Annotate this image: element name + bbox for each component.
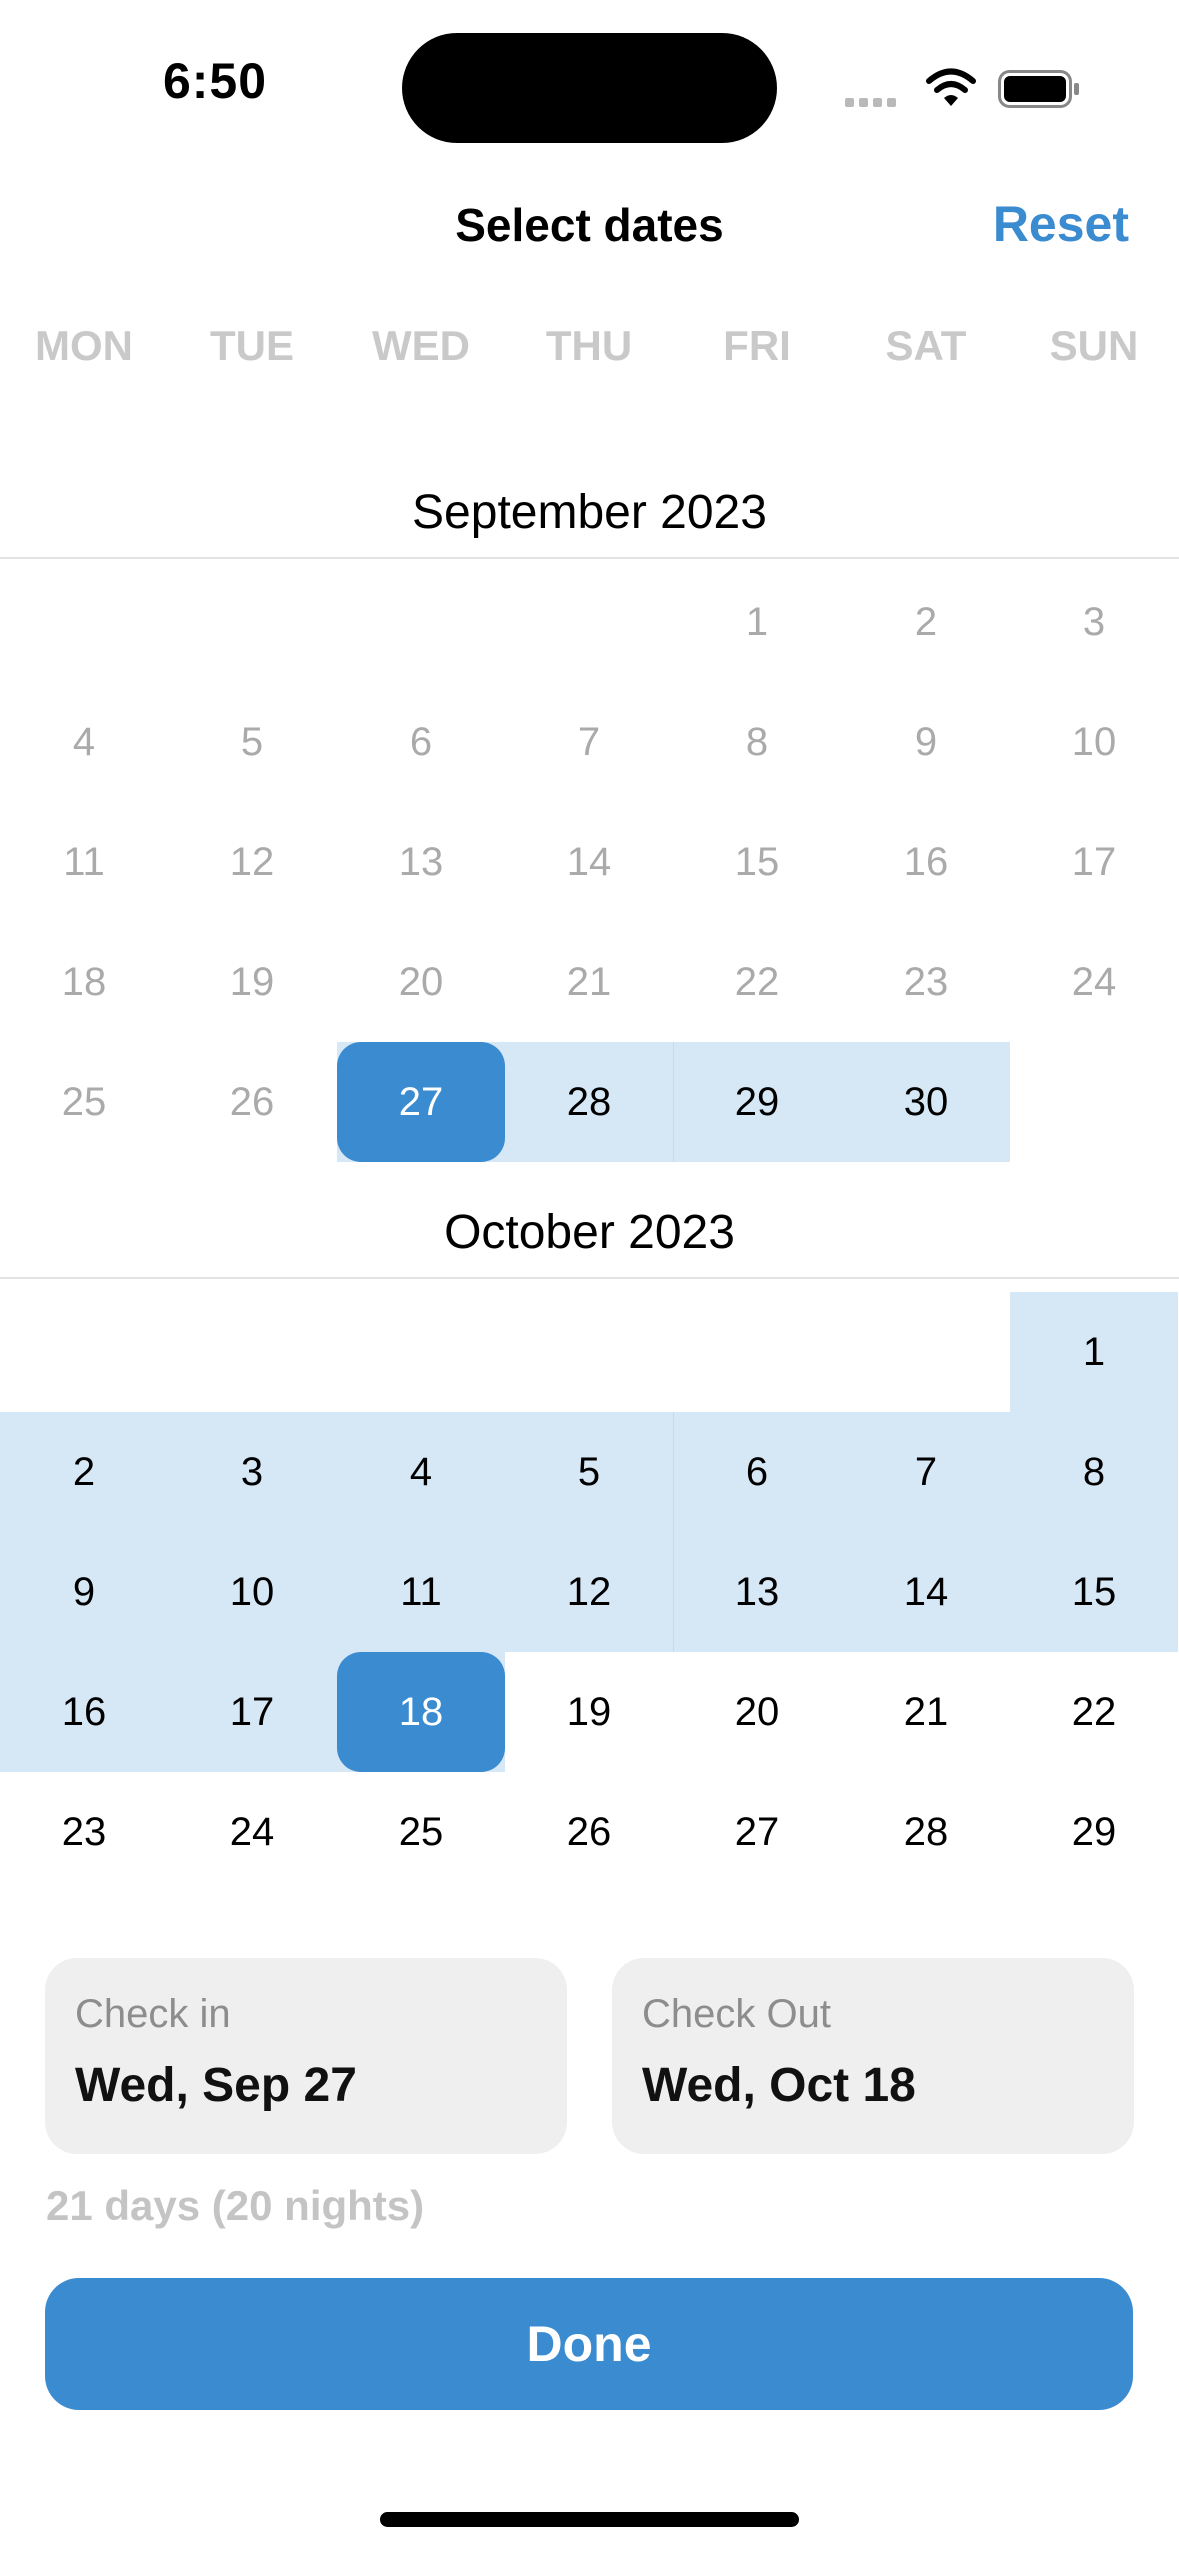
- weekday-sat: SAT: [885, 322, 967, 369]
- selected-day-highlight: [337, 1652, 505, 1772]
- done-button[interactable]: Done: [45, 2278, 1133, 2410]
- calendar-day[interactable]: 27: [734, 1809, 780, 1854]
- page-title: Select dates: [455, 199, 724, 251]
- calendar-day[interactable]: 22: [1071, 1689, 1117, 1734]
- calendar-day[interactable]: 14: [566, 839, 612, 884]
- calendar-day[interactable]: 25: [398, 1809, 444, 1854]
- calendar-day[interactable]: 22: [734, 959, 780, 1004]
- calendar-day[interactable]: 20: [734, 1689, 780, 1734]
- calendar-day[interactable]: 25: [61, 1079, 107, 1124]
- calendar-day[interactable]: 4: [72, 719, 96, 764]
- calendar-day[interactable]: 7: [577, 719, 601, 764]
- battery-icon: [998, 70, 1079, 108]
- cellular-signal-icon: [845, 94, 905, 107]
- calendar-day[interactable]: 17: [1071, 839, 1117, 884]
- weekday-mon: MON: [35, 322, 133, 369]
- calendar-day[interactable]: 28: [566, 1079, 612, 1124]
- selected-range-band: [0, 1532, 1178, 1652]
- calendar-day[interactable]: 21: [903, 1689, 949, 1734]
- calendar-day[interactable]: 10: [1071, 719, 1117, 764]
- stay-summary: 21 days (20 nights): [46, 2182, 425, 2229]
- calendar-day[interactable]: 7: [914, 1449, 938, 1494]
- calendar-day[interactable]: 18: [398, 1689, 444, 1734]
- home-indicator: [380, 2512, 799, 2527]
- calendar-day[interactable]: 23: [61, 1809, 107, 1854]
- calendar-day[interactable]: 4: [409, 1449, 433, 1494]
- calendar-day[interactable]: 30: [903, 1079, 949, 1124]
- calendar-day[interactable]: 15: [734, 839, 780, 884]
- calendar-day[interactable]: 29: [1071, 1809, 1117, 1854]
- calendar-day[interactable]: 3: [1082, 599, 1106, 644]
- range-separator: [673, 1042, 674, 1162]
- range-separator: [673, 1412, 674, 1532]
- calendar-day[interactable]: 11: [63, 839, 105, 884]
- calendar-day[interactable]: 16: [903, 839, 949, 884]
- calendar-day[interactable]: 16: [61, 1689, 107, 1734]
- calendar-day[interactable]: 12: [229, 839, 275, 884]
- calendar-day[interactable]: 19: [566, 1689, 612, 1734]
- calendar-day[interactable]: 1: [1082, 1329, 1106, 1374]
- weekday-sun: SUN: [1049, 322, 1139, 369]
- calendar-day[interactable]: 28: [903, 1809, 949, 1854]
- month-divider: [0, 1277, 1179, 1279]
- calendar-day[interactable]: 14: [903, 1569, 949, 1614]
- calendar-day[interactable]: 13: [398, 839, 444, 884]
- calendar-day[interactable]: 21: [566, 959, 612, 1004]
- month-title: October 2023: [444, 1206, 735, 1259]
- calendar-day[interactable]: 6: [745, 1449, 769, 1494]
- range-separator: [673, 1532, 674, 1652]
- calendar-day[interactable]: 19: [229, 959, 275, 1004]
- selected-day-highlight: [337, 1042, 505, 1162]
- weekday-tue: TUE: [210, 322, 294, 369]
- calendar-day[interactable]: 9: [72, 1569, 96, 1614]
- calendar-day[interactable]: 24: [1071, 959, 1117, 1004]
- month-title: September 2023: [412, 486, 767, 539]
- calendar-day[interactable]: 20: [398, 959, 444, 1004]
- calendar-day[interactable]: 29: [734, 1079, 780, 1124]
- weekday-thu: THU: [545, 322, 633, 369]
- month-divider: [0, 557, 1179, 559]
- calendar-day[interactable]: 2: [72, 1449, 96, 1494]
- calendar-day[interactable]: 5: [240, 719, 264, 764]
- calendar-day[interactable]: 18: [61, 959, 107, 1004]
- calendar-day[interactable]: 5: [577, 1449, 601, 1494]
- wifi-icon: [926, 68, 976, 106]
- selected-range-band: [0, 1412, 1178, 1532]
- calendar-day[interactable]: 11: [400, 1569, 442, 1614]
- calendar-day[interactable]: 27: [398, 1079, 444, 1124]
- calendar-day[interactable]: 12: [566, 1569, 612, 1614]
- calendar-day[interactable]: 24: [229, 1809, 275, 1854]
- calendar-day[interactable]: 8: [745, 719, 769, 764]
- calendar-day[interactable]: 17: [229, 1689, 275, 1734]
- check-out-card[interactable]: Check Out Wed, Oct 18: [612, 1958, 1134, 2154]
- calendar-day[interactable]: 6: [409, 719, 433, 764]
- dynamic-island: [402, 33, 777, 143]
- weekday-wed: WED: [372, 322, 470, 369]
- calendar-day[interactable]: 26: [229, 1079, 275, 1124]
- calendar-day[interactable]: 9: [914, 719, 938, 764]
- calendar-day[interactable]: 3: [240, 1449, 264, 1494]
- check-in-card[interactable]: Check in Wed, Sep 27: [45, 1958, 567, 2154]
- weekday-fri: FRI: [723, 322, 791, 369]
- check-in-label: Check in: [75, 1992, 231, 2036]
- selected-range-band: [1010, 1292, 1178, 1412]
- calendar-day[interactable]: 2: [914, 599, 938, 644]
- calendar-day[interactable]: 13: [734, 1569, 780, 1614]
- calendar-day[interactable]: 23: [903, 959, 949, 1004]
- status-time: 6:50: [162, 53, 268, 109]
- check-out-label: Check Out: [642, 1992, 831, 2036]
- calendar-day[interactable]: 10: [229, 1569, 275, 1614]
- check-in-date: Wed, Sep 27: [75, 2059, 357, 2112]
- calendar-day[interactable]: 26: [566, 1809, 612, 1854]
- reset-button[interactable]: Reset: [992, 196, 1129, 252]
- calendar-day[interactable]: 15: [1071, 1569, 1117, 1614]
- calendar-day[interactable]: 1: [745, 599, 769, 644]
- check-out-date: Wed, Oct 18: [642, 2059, 916, 2112]
- calendar-day[interactable]: 8: [1082, 1449, 1106, 1494]
